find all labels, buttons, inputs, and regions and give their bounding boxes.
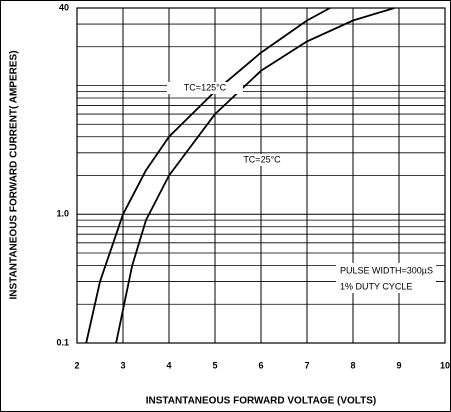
x-tick-label: 7 [304,360,309,370]
curve-label: TC=125°C [184,82,227,92]
annotation: PULSE WIDTH=300µS [340,265,433,275]
label-bg [224,154,300,166]
series-line [115,7,395,344]
annotation: 1% DUTY CYCLE [340,281,412,291]
x-axis-label: INSTANTANEOUS FORWARD VOLTAGE (VOLTS) [146,396,377,407]
y-tick-label: 1.0 [56,209,69,219]
label-bg [167,82,243,94]
x-tick-label: 4 [166,360,171,370]
x-tick-label: 6 [258,360,263,370]
x-tick-label: 2 [74,360,79,370]
y-tick-label: 40 [59,2,69,12]
y-axis-label: INSTANTANEOUS FORWARD CURRENT( AMPERES) [9,50,20,299]
x-tick-label: 5 [212,360,217,370]
x-tick-label: 10 [440,360,450,370]
x-tick-label: 3 [120,360,125,370]
y-tick-label: 0.1 [56,337,69,347]
x-tick-label: 8 [350,360,355,370]
series-line [85,7,331,344]
curve-label: TC=25°C [243,154,281,164]
annotation-bg [336,263,436,293]
plot-area [76,7,446,344]
x-tick-label: 9 [396,360,401,370]
